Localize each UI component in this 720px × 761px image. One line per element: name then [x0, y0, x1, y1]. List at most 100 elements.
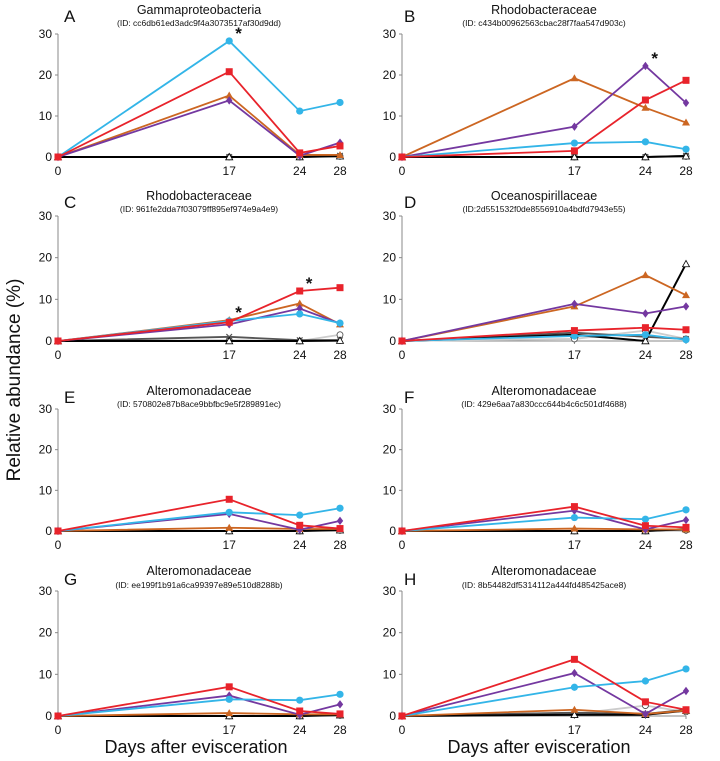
x-tick-label: 0: [55, 723, 62, 737]
data-point: [336, 710, 344, 718]
x-tick-label: 24: [639, 164, 653, 178]
significance-marker: *: [306, 274, 313, 293]
series-red: [54, 683, 344, 720]
data-point: [225, 683, 233, 691]
series-line: [401, 672, 687, 717]
panel-d: D Oceanospirillaceae(ID:2d551532f0de85569…: [383, 189, 693, 362]
series-line: [57, 685, 341, 717]
y-tick-label: 10: [39, 109, 53, 123]
significance-marker: *: [235, 24, 242, 43]
series-line: [57, 498, 341, 532]
panel-title: Gammaproteobacteria: [137, 3, 261, 17]
x-tick-label: 24: [639, 538, 653, 552]
data-point: [336, 690, 344, 698]
data-point: [682, 515, 690, 525]
panel-title: Oceanospirillaceae: [491, 189, 597, 203]
data-point: [682, 118, 690, 126]
panel-h: H Alteromonadaceae (ID: 8b54482df5314112a4…: [383, 564, 693, 737]
panel-subtitle: (ID: ee199f1b91a6ca99397e89e510d8288b): [115, 580, 282, 590]
data-point: [225, 523, 234, 531]
panel-b: B Rhodobacteraceae(ID: c434b00962563cbac2…: [383, 3, 693, 178]
y-tick-label: 20: [383, 443, 397, 457]
panel-letter: D: [404, 193, 416, 212]
data-point: [682, 145, 690, 153]
panel-subtitle: (ID: 570802e87b8ace9bbfbc9e5f289891ec): [117, 399, 281, 409]
series-line: [401, 274, 687, 342]
y-tick-label: 0: [389, 334, 396, 348]
data-point: [335, 336, 345, 344]
data-point: [681, 151, 691, 160]
data-point: [570, 327, 578, 335]
data-point: [682, 336, 690, 344]
data-point: [570, 139, 579, 147]
data-point: [225, 695, 233, 703]
x-tick-label: 28: [679, 164, 693, 178]
data-point: [336, 319, 344, 327]
data-point: [295, 299, 304, 307]
data-point: [296, 525, 303, 534]
panel-title: Alteromonadaceae: [492, 564, 597, 578]
data-point: [296, 310, 304, 318]
data-point: [570, 683, 579, 691]
x-tick-label: 17: [223, 164, 237, 178]
series-line: [401, 658, 687, 717]
panel-subtitle: (ID: cc6db61ed3adc9f4a3073517af30d9dd): [117, 18, 281, 28]
data-point: [641, 138, 650, 146]
data-point: [570, 513, 579, 522]
data-point: [336, 142, 344, 150]
panel-letter: G: [64, 570, 77, 589]
series-line: [57, 286, 341, 342]
x-tick-label: 24: [293, 538, 307, 552]
series-line: [401, 303, 687, 342]
data-point: [570, 705, 579, 713]
data-point: [571, 122, 578, 131]
x-tick-label: 0: [399, 164, 406, 178]
y-tick-label: 20: [39, 251, 53, 265]
data-point: [682, 98, 690, 108]
data-point: [336, 504, 344, 512]
x-tick-label: 24: [293, 164, 307, 178]
data-point: [336, 98, 344, 107]
data-point: [641, 103, 650, 111]
y-tick-label: 10: [39, 483, 53, 497]
data-point: [296, 696, 304, 704]
y-tick-label: 20: [383, 626, 397, 640]
panel-g: G Alteromonadaceae (ID: ee199f1b91a6ca9939…: [39, 564, 347, 737]
x-tick-label: 24: [293, 348, 307, 362]
data-point: [682, 665, 690, 673]
y-tick-label: 10: [383, 109, 397, 123]
data-point: [225, 68, 233, 76]
significance-marker: *: [235, 303, 242, 322]
series-line: [57, 694, 341, 717]
data-point: [641, 324, 649, 332]
y-tick-label: 30: [383, 209, 397, 223]
panel-subtitle: (ID:2d551532f0de8556910a4bdfd7943e55): [462, 204, 625, 214]
data-point: [296, 511, 304, 519]
series-line: [57, 712, 340, 717]
y-tick-label: 10: [383, 667, 397, 681]
y-tick-label: 0: [389, 524, 396, 538]
panel-letter: B: [404, 7, 415, 26]
series-line: [401, 79, 687, 158]
significance-marker: *: [651, 49, 658, 68]
y-tick-label: 0: [389, 150, 396, 164]
data-point: [570, 332, 579, 340]
data-point: [54, 153, 62, 161]
panel-c: C Rhodobacteraceae(ID: 961fe2dda7f03079ff…: [39, 189, 347, 362]
data-point: [54, 337, 62, 345]
series-orange: [398, 74, 690, 160]
x-tick-label: 28: [333, 348, 347, 362]
y-tick-label: 30: [383, 27, 397, 41]
y-tick-label: 0: [45, 334, 52, 348]
x-tick-label: 28: [679, 538, 693, 552]
x-tick-label: 17: [568, 538, 582, 552]
series-red: [54, 495, 344, 535]
y-tick-label: 10: [39, 667, 53, 681]
y-tick-label: 30: [39, 209, 53, 223]
series-line: [401, 140, 687, 158]
data-point: [642, 61, 649, 71]
x-tick-label: 0: [399, 723, 406, 737]
data-point: [641, 698, 649, 706]
data-point: [296, 149, 304, 157]
series-line: [58, 155, 341, 158]
